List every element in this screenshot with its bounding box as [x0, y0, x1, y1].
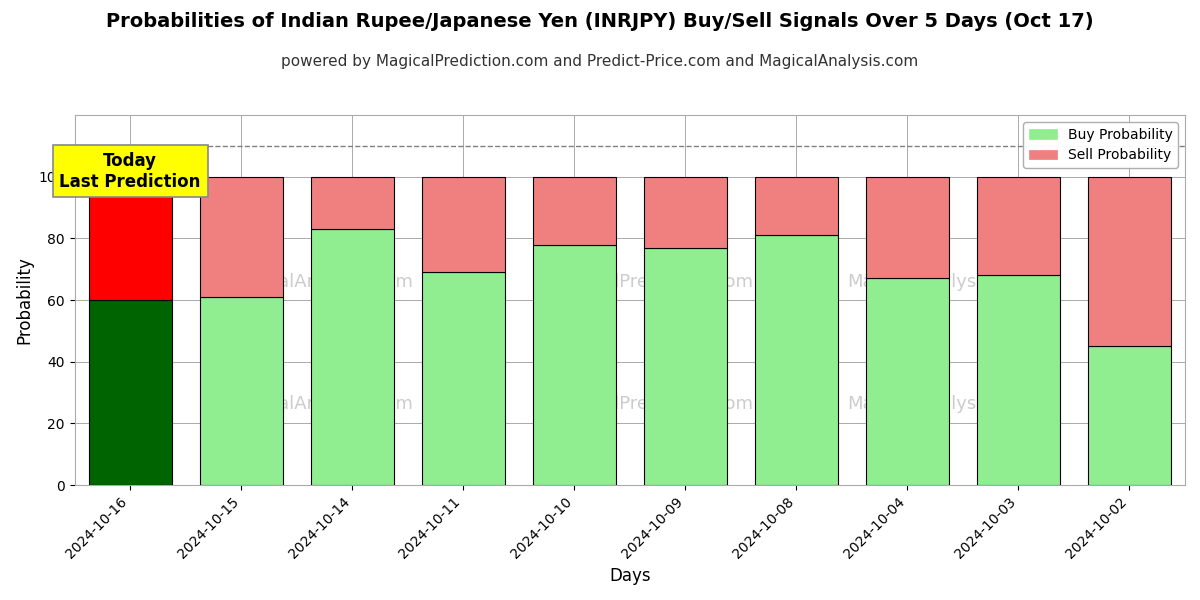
- Y-axis label: Probability: Probability: [16, 256, 34, 344]
- Bar: [533, 245, 616, 485]
- Bar: [865, 278, 949, 485]
- Bar: [977, 176, 1060, 275]
- Text: MagicalAnalysis.com: MagicalAnalysis.com: [224, 395, 413, 413]
- Bar: [199, 176, 283, 297]
- Bar: [421, 176, 505, 272]
- Text: powered by MagicalPrediction.com and Predict-Price.com and MagicalAnalysis.com: powered by MagicalPrediction.com and Pre…: [281, 54, 919, 69]
- Bar: [89, 176, 172, 300]
- Bar: [311, 229, 394, 485]
- Text: MagicalAnalysis.com: MagicalAnalysis.com: [847, 395, 1034, 413]
- Bar: [89, 300, 172, 485]
- Bar: [643, 176, 727, 248]
- Bar: [311, 176, 394, 229]
- Bar: [533, 176, 616, 245]
- Text: MagicalPrediction.com: MagicalPrediction.com: [551, 395, 754, 413]
- Text: MagicalAnalysis.com: MagicalAnalysis.com: [847, 272, 1034, 290]
- Text: MagicalAnalysis.com: MagicalAnalysis.com: [224, 272, 413, 290]
- Text: Today
Last Prediction: Today Last Prediction: [60, 152, 200, 191]
- Bar: [977, 275, 1060, 485]
- Text: Probabilities of Indian Rupee/Japanese Yen (INRJPY) Buy/Sell Signals Over 5 Days: Probabilities of Indian Rupee/Japanese Y…: [106, 12, 1094, 31]
- Legend: Buy Probability, Sell Probability: Buy Probability, Sell Probability: [1024, 122, 1178, 168]
- Text: MagicalPrediction.com: MagicalPrediction.com: [551, 272, 754, 290]
- Bar: [865, 176, 949, 278]
- X-axis label: Days: Days: [610, 567, 650, 585]
- Bar: [643, 248, 727, 485]
- Bar: [1088, 346, 1171, 485]
- Bar: [421, 272, 505, 485]
- Bar: [199, 297, 283, 485]
- Bar: [1088, 176, 1171, 346]
- Bar: [755, 176, 838, 235]
- Bar: [755, 235, 838, 485]
